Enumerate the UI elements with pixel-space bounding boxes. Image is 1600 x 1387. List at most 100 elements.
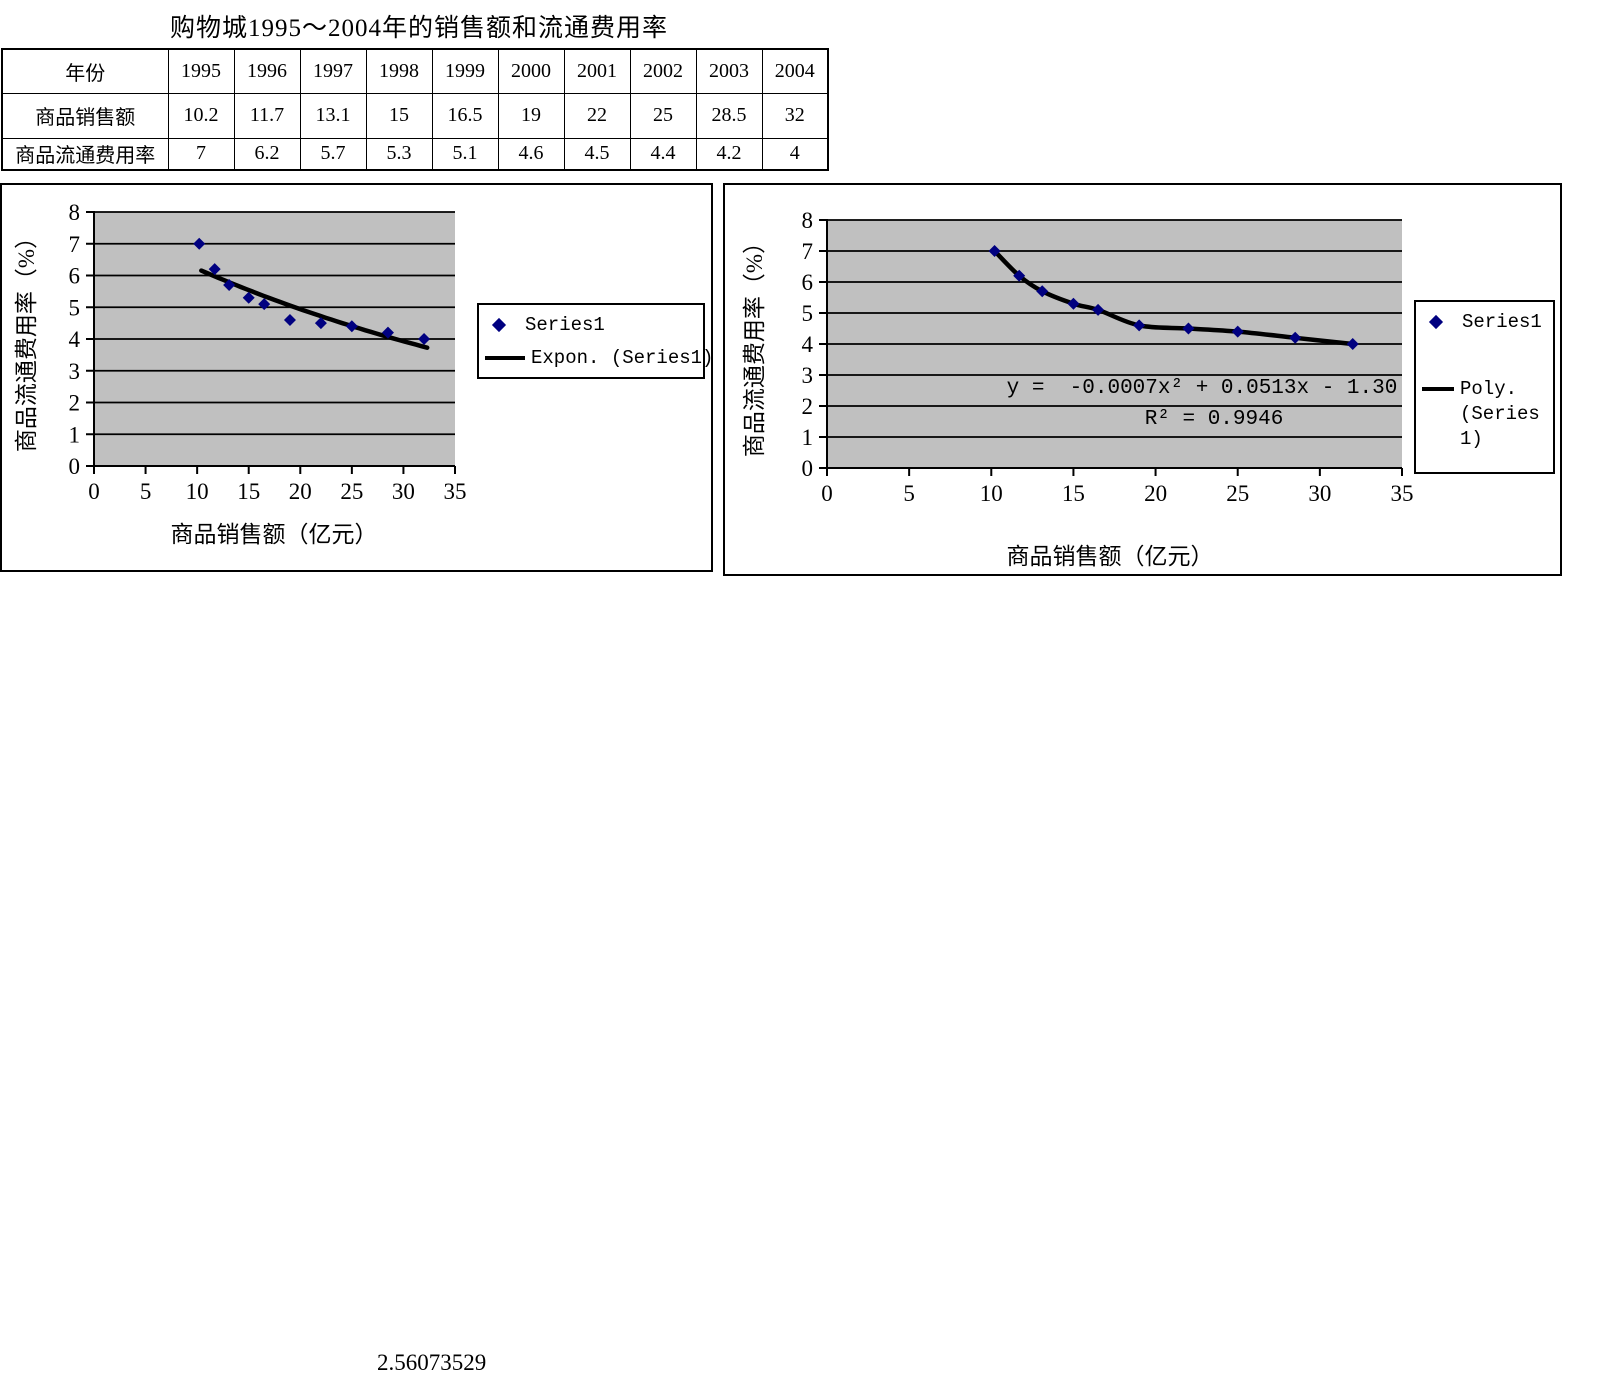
x-tick-label: 10: [980, 481, 1003, 506]
trendline-equation: y = -0.0007x² + 0.0513x - 1.30: [1006, 377, 1398, 400]
x-tick-label: 30: [392, 479, 415, 504]
data-point: [223, 279, 236, 292]
legend-entry-series1: Series1: [1416, 311, 1553, 333]
row-label-cell: 商品销售额: [1, 92, 169, 139]
right-chart-panel: 0 1 2 3 4 5 6 7 8 0 5 10 15 20 25 30 35 商品流通费用率（%） 商品销售额…: [723, 183, 1562, 576]
data-point: [1092, 303, 1105, 316]
x-tick-label: 15: [237, 479, 260, 504]
series-marker-cell: [479, 317, 519, 333]
value-cell: 5.3: [365, 137, 433, 171]
table-row: 年份 1995 1996 1997 1998 1999 2000 2001 2002 2003 20…: [1, 48, 829, 94]
value-cell: 4.4: [629, 137, 697, 171]
y-tick-label: 4: [69, 327, 81, 352]
data-point: [1133, 319, 1146, 332]
year-cell: 1997: [299, 48, 367, 94]
year-cell: 2004: [761, 48, 829, 94]
data-point: [208, 263, 221, 276]
page-title: 购物城1995～2004年的销售额和流通费用率: [170, 15, 669, 42]
data-point: [1289, 331, 1302, 344]
footer-number: 2.56073529: [377, 1350, 487, 1375]
value-cell: 28.5: [695, 92, 763, 139]
data-point: [988, 245, 1001, 257]
value-cell: 4.6: [497, 137, 565, 171]
year-cell: 1999: [431, 48, 499, 94]
value-cell: 5.1: [431, 137, 499, 171]
data-point: [1067, 297, 1080, 310]
value-cell: 6.2: [233, 137, 301, 171]
y-tick-label: 6: [802, 270, 814, 295]
y-tick-label: 5: [69, 295, 81, 320]
r-squared-value: R² = 0.9946: [1144, 408, 1284, 431]
x-tick-label: 15: [1062, 481, 1085, 506]
value-cell: 32: [761, 92, 829, 139]
legend-series-label: Series1: [525, 314, 605, 336]
trendline-sample-icon: [1422, 387, 1454, 391]
value-cell: 13.1: [299, 92, 367, 139]
legend-trendline-label-line: Poly.: [1460, 378, 1518, 400]
x-tick-label: 35: [1391, 481, 1414, 506]
x-tick-label: 0: [88, 479, 100, 504]
y-tick-label: 1: [802, 425, 814, 450]
value-cell: 4: [761, 137, 829, 171]
legend-trendline-label-line: 1): [1460, 428, 1483, 450]
left-scatter-chart-svg: 0 1 2 3 4 5 6 7 8 0 5 10 15 20 25 30 35: [69, 200, 467, 504]
y-tick-label: 0: [69, 454, 81, 479]
x-tick-label: 35: [444, 479, 467, 504]
data-point: [1036, 285, 1049, 298]
data-point: [1182, 322, 1195, 335]
data-point: [381, 326, 394, 339]
year-cell: 2001: [563, 48, 631, 94]
x-tick-label: 25: [1226, 481, 1249, 506]
left-chart-legend: Series1 Expon. (Series1): [477, 303, 713, 379]
legend-entry-trendline: Poly. (Series 1): [1416, 377, 1553, 452]
y-tick-label: 5: [802, 301, 814, 326]
diamond-marker-icon: [491, 317, 507, 333]
left-chart-y-axis-title: 商品流通费用率（%）: [14, 225, 39, 453]
trendline: [199, 268, 430, 350]
x-tick-label: 5: [903, 481, 915, 506]
diamond-marker-icon: [1428, 314, 1444, 330]
row-label-cell: 商品流通费用率: [1, 137, 169, 171]
x-tick-label: 5: [140, 479, 152, 504]
data-point: [242, 291, 255, 304]
y-tick-label: 7: [802, 239, 814, 264]
y-tick-label: 2: [802, 394, 814, 419]
data-point: [1231, 325, 1244, 338]
value-cell: 25: [629, 92, 697, 139]
y-tick-label: 6: [69, 264, 81, 289]
data-point: [193, 237, 206, 250]
legend-trendline-label: Expon. (Series1): [531, 347, 714, 369]
value-cell: 4.2: [695, 137, 763, 171]
year-cell: 1995: [167, 48, 235, 94]
data-table: 年份 1995 1996 1997 1998 1999 2000 2001 2002 2003 20…: [1, 48, 829, 171]
x-tick-label: 10: [186, 479, 209, 504]
left-chart-panel: 0 1 2 3 4 5 6 7 8 0 5 10 15 20 25 30 35 商品流通费用率（%） 商品销售额…: [0, 183, 713, 572]
data-point: [1346, 338, 1359, 350]
table-row: 商品流通费用率 7 6.2 5.7 5.3 5.1 4.6 4.5 4.4 4.2 4: [1, 137, 829, 171]
value-cell: 16.5: [431, 92, 499, 139]
value-cell: 4.5: [563, 137, 631, 171]
value-cell: 22: [563, 92, 631, 139]
data-point: [345, 320, 358, 333]
y-tick-label: 3: [69, 359, 81, 384]
legend-entry-trendline: Expon. (Series1): [479, 347, 713, 369]
legend-entry-series1: Series1: [479, 314, 703, 336]
y-tick-label: 3: [802, 363, 814, 388]
series-marker-cell: [1416, 314, 1456, 330]
data-point: [1013, 269, 1026, 282]
right-chart-x-axis-title: 商品销售额（亿元）: [1006, 544, 1214, 569]
y-tick-label: 2: [69, 391, 81, 416]
data-point: [283, 313, 296, 326]
year-cell: 2002: [629, 48, 697, 94]
value-cell: 10.2: [167, 92, 235, 139]
right-scatter-chart-svg: 0 1 2 3 4 5 6 7 8 0 5 10 15 20 25 30 35: [802, 208, 1414, 506]
x-tick-label: 20: [1144, 481, 1167, 506]
year-cell: 1996: [233, 48, 301, 94]
legend-series-label: Series1: [1462, 311, 1542, 333]
legend-trendline-label: Poly. (Series 1): [1460, 377, 1540, 452]
value-cell: 7: [167, 137, 235, 171]
x-tick-label: 30: [1308, 481, 1331, 506]
y-tick-label: 8: [802, 208, 814, 233]
year-header-cell: 年份: [1, 48, 169, 94]
